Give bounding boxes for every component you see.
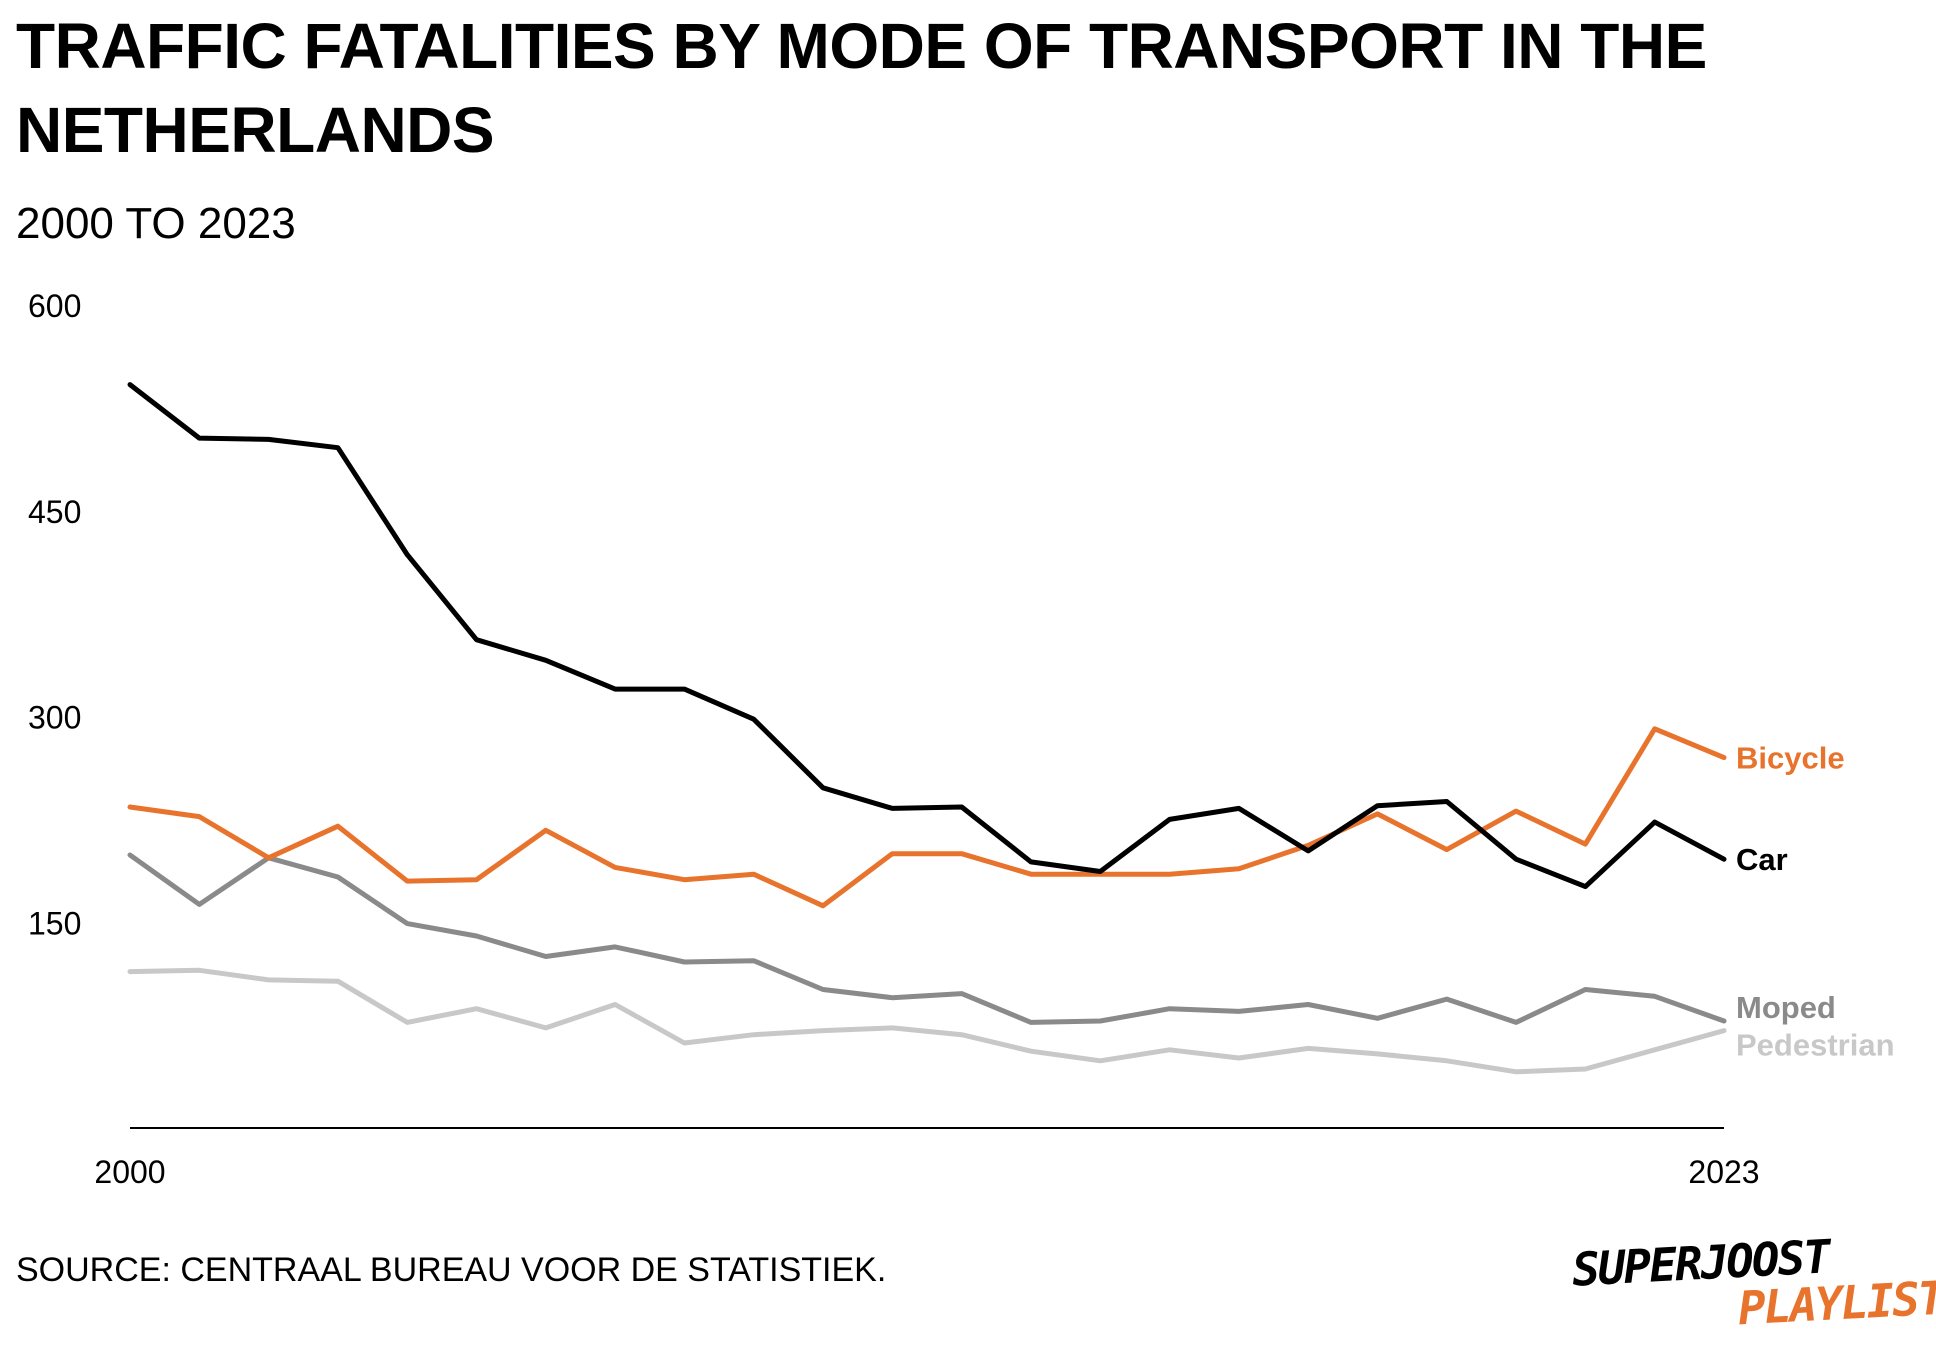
- y-tick-label-450: 450: [28, 494, 81, 530]
- logo-text-playlist: PLAYLIST: [1736, 1270, 1936, 1336]
- series-label-pedestrian: Pedestrian: [1736, 1028, 1895, 1063]
- y-tick-label-150: 150: [28, 905, 81, 941]
- x-tick-label-2000: 2000: [94, 1154, 165, 1190]
- x-tick-label-2023: 2023: [1688, 1154, 1759, 1190]
- series-line-moped: [127, 852, 1727, 1025]
- series-line-car: [127, 382, 1727, 890]
- series-line-bicycle: [127, 726, 1727, 909]
- y-tick-label-300: 300: [28, 700, 81, 736]
- chart-title: TRAFFIC FATALITIES BY MODE OF TRANSPORT …: [16, 10, 1707, 166]
- y-tick-label-600: 600: [28, 288, 81, 324]
- series-line-pedestrian: [127, 967, 1727, 1075]
- series-label-bicycle: Bicycle: [1736, 741, 1845, 776]
- y-axis-tick-labels: 150 300 450 600: [28, 288, 81, 941]
- series-lines: [127, 382, 1727, 1075]
- superjoost-playlist-logo: SUPERJOOST PLAYLIST: [1568, 1229, 1936, 1338]
- series-label-car: Car: [1736, 842, 1788, 877]
- x-axis-tick-labels: 2000 2023: [94, 1154, 1759, 1190]
- chart-subtitle: 2000 TO 2023: [16, 199, 296, 248]
- series-label-moped: Moped: [1736, 990, 1836, 1025]
- line-chart: 150 300 450 600 2000 2023 Car Bicycle MopedPed…: [28, 288, 1895, 1190]
- source-note: SOURCE: CENTRAAL BUREAU VOOR DE STATISTI…: [16, 1251, 887, 1289]
